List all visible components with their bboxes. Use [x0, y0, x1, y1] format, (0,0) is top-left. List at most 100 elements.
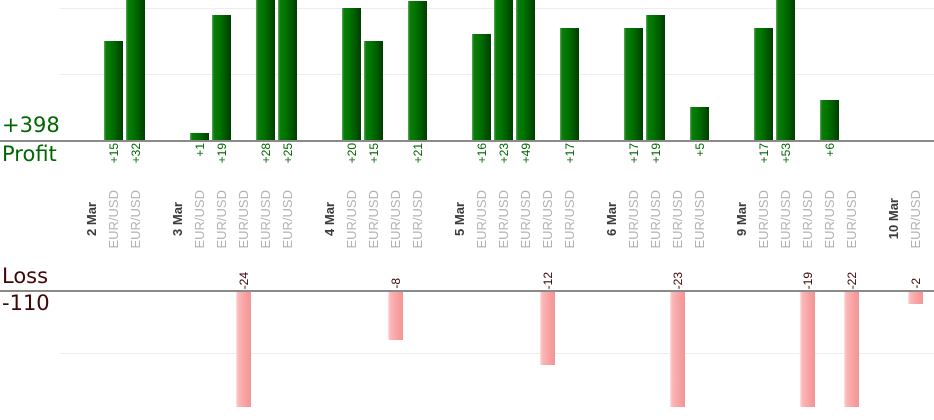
symbol-band: EUR/USD [753, 182, 775, 256]
profit-axis-label: Profit [2, 142, 57, 166]
profit-bar[interactable] [516, 0, 535, 140]
symbol-label: EUR/USD [648, 189, 664, 249]
loss-bar[interactable] [670, 292, 685, 407]
profit-bar[interactable] [560, 28, 579, 140]
trade-column: +23 EUR/USD [493, 0, 515, 420]
profit-value-band: +19 [645, 143, 667, 185]
profit-value-band: +16 [471, 143, 493, 185]
symbol-band: EUR/USD [537, 182, 559, 256]
loss-bar[interactable] [540, 292, 555, 365]
profit-bar[interactable] [278, 0, 297, 140]
date-column: 2 Mar [81, 0, 103, 420]
symbol-label: EUR/USD [280, 189, 296, 249]
date-label: 3 Mar [170, 202, 186, 236]
profit-bar[interactable] [690, 107, 709, 140]
symbol-band: EUR/USD [407, 182, 429, 256]
date-column: 9 Mar [731, 0, 753, 420]
profit-value-label: +6 [822, 143, 837, 157]
symbol-band: EUR/USD [277, 182, 299, 256]
trade-column: +28 EUR/USD [255, 0, 277, 420]
trade-column: +15 EUR/USD [103, 0, 125, 420]
date-label: 10 Mar [886, 198, 902, 240]
profit-value-label: +15 [106, 143, 121, 164]
date-label: 5 Mar [452, 202, 468, 236]
date-column: 4 Mar [319, 0, 341, 420]
loss-bar[interactable] [800, 292, 815, 407]
trade-column: +21 EUR/USD [407, 0, 429, 420]
symbol-band: EUR/USD [189, 182, 211, 256]
profit-value-band: +5 [689, 143, 711, 185]
profit-value-band: +6 [819, 143, 841, 185]
profit-bar[interactable] [754, 28, 773, 140]
profit-bar[interactable] [646, 15, 665, 140]
symbol-label: EUR/USD [236, 189, 252, 249]
loss-value-label: -22 [844, 271, 859, 289]
symbol-band: EUR/USD [515, 182, 537, 256]
loss-bar[interactable] [844, 292, 859, 407]
symbol-label: EUR/USD [214, 189, 230, 249]
profit-value-label: +16 [474, 143, 489, 164]
trade-column: +53 EUR/USD [775, 0, 797, 420]
profit-value-label: +17 [626, 143, 641, 164]
symbol-label: EUR/USD [844, 189, 860, 249]
profit-bar[interactable] [126, 0, 145, 140]
date-column: 3 Mar [167, 0, 189, 420]
loss-value-label: -24 [236, 271, 251, 289]
profit-value-band: +23 [493, 143, 515, 185]
loss-value-label: -8 [388, 278, 403, 289]
date-band: 2 Mar [81, 182, 103, 256]
profit-value-label: +19 [648, 143, 663, 164]
profit-bar[interactable] [408, 1, 427, 140]
profit-bar[interactable] [624, 28, 643, 140]
trade-column: +25 EUR/USD [277, 0, 299, 420]
loss-bar[interactable] [388, 292, 403, 340]
date-label: 2 Mar [84, 202, 100, 236]
loss-gridline [60, 353, 934, 354]
trade-column: +5 EUR/USD [689, 0, 711, 420]
profit-value-label: +32 [128, 143, 143, 164]
symbol-band: EUR/USD [493, 182, 515, 256]
loss-bar[interactable] [908, 292, 923, 304]
symbol-label: EUR/USD [106, 189, 122, 249]
symbol-band: EUR/USD [233, 182, 255, 256]
symbol-band: EUR/USD [211, 182, 233, 256]
profit-bar[interactable] [472, 34, 491, 140]
profit-value-band: +32 [125, 143, 147, 185]
trade-column: +49 EUR/USD [515, 0, 537, 420]
symbol-label: EUR/USD [670, 189, 686, 249]
profit-bar[interactable] [364, 41, 383, 140]
profit-value-band: +17 [753, 143, 775, 185]
trade-column: +6 EUR/USD [819, 0, 841, 420]
profit-bar[interactable] [104, 41, 123, 140]
profit-value-band: +1 [189, 143, 211, 185]
profit-bar[interactable] [494, 0, 513, 140]
profit-value-label: +28 [258, 143, 273, 164]
trade-column: +1 EUR/USD [189, 0, 211, 420]
profit-bar[interactable] [776, 0, 795, 140]
date-band: 10 Mar [883, 182, 905, 256]
profit-value-label: +20 [344, 143, 359, 164]
profit-value-band: +15 [363, 143, 385, 185]
profit-bar[interactable] [212, 15, 231, 140]
symbol-label: EUR/USD [366, 189, 382, 249]
profit-bar[interactable] [342, 8, 361, 140]
symbol-band: EUR/USD [559, 182, 581, 256]
profit-bar[interactable] [190, 133, 209, 140]
trade-column: +32 EUR/USD [125, 0, 147, 420]
symbol-band: EUR/USD [363, 182, 385, 256]
loss-bar[interactable] [236, 292, 251, 407]
trade-column: +17 EUR/USD [623, 0, 645, 420]
trade-column: -23 EUR/USD [667, 0, 689, 420]
profit-value-label: +23 [496, 143, 511, 164]
symbol-band: EUR/USD [667, 182, 689, 256]
symbol-label: EUR/USD [756, 189, 772, 249]
profit-bar[interactable] [256, 0, 275, 140]
profit-bar[interactable] [820, 100, 839, 140]
profit-value-label: +1 [192, 143, 207, 157]
symbol-label: EUR/USD [192, 189, 208, 249]
loss-axis-label: Loss [2, 264, 49, 288]
trade-column: +20 EUR/USD [341, 0, 363, 420]
symbol-label: EUR/USD [474, 189, 490, 249]
symbol-label: EUR/USD [518, 189, 534, 249]
